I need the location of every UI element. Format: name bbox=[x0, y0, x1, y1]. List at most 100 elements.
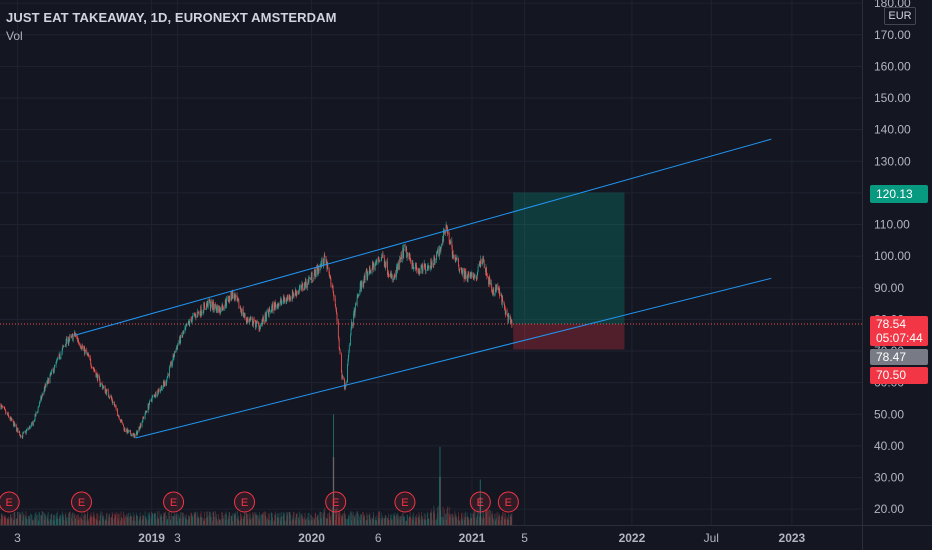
volume-bar bbox=[399, 519, 401, 525]
price-axis[interactable]: 20.0030.0040.0050.0060.0070.0080.0090.00… bbox=[862, 0, 912, 550]
candle-body bbox=[199, 313, 201, 316]
volume-bar bbox=[210, 512, 212, 525]
candle-body bbox=[353, 309, 355, 314]
candle-body bbox=[230, 291, 232, 300]
volume-bar bbox=[203, 520, 205, 525]
candle-body bbox=[446, 224, 447, 228]
candle-body bbox=[169, 365, 171, 367]
volume-bar bbox=[74, 513, 76, 525]
volume-bar bbox=[41, 511, 43, 525]
volume-bar bbox=[381, 518, 383, 525]
volume-bar bbox=[385, 516, 387, 525]
candle-body bbox=[305, 278, 306, 288]
volume-bar bbox=[394, 515, 395, 525]
volume-bar bbox=[408, 518, 410, 525]
candle-body bbox=[298, 288, 300, 293]
volume-bar bbox=[230, 516, 232, 525]
volume-bar bbox=[49, 519, 51, 525]
price-tick-label: 160.00 bbox=[874, 59, 911, 73]
volume-bar bbox=[443, 516, 444, 525]
volume-bar bbox=[503, 512, 505, 525]
volume-bar bbox=[176, 512, 178, 525]
candle-body bbox=[342, 375, 344, 377]
candle-body bbox=[120, 421, 122, 423]
volume-bar bbox=[431, 519, 433, 525]
volume-bar bbox=[284, 512, 285, 525]
volume-bar bbox=[501, 515, 503, 525]
candle-body bbox=[382, 254, 384, 258]
trend-channel-lines[interactable] bbox=[74, 138, 772, 439]
candle-body bbox=[203, 303, 205, 305]
volume-bar bbox=[440, 516, 442, 525]
candle-body bbox=[207, 301, 209, 308]
candle-body bbox=[391, 275, 393, 277]
volume-bar bbox=[115, 511, 117, 525]
long-position-zones[interactable] bbox=[0, 192, 862, 350]
candle-body bbox=[433, 257, 435, 260]
candle-body bbox=[131, 434, 132, 437]
volume-bar bbox=[198, 516, 199, 525]
candle-body bbox=[347, 359, 349, 366]
volume-bar bbox=[265, 516, 267, 525]
volume-bar bbox=[144, 511, 146, 525]
volume-bar bbox=[46, 516, 48, 525]
volume-bar bbox=[281, 511, 283, 525]
volume-bar bbox=[325, 517, 327, 525]
volume-bar bbox=[7, 519, 9, 525]
volume-bar bbox=[510, 513, 512, 525]
volume-bar bbox=[169, 511, 170, 525]
candle-body bbox=[123, 424, 124, 427]
volume-bar bbox=[7, 517, 9, 525]
candle-body bbox=[124, 431, 126, 432]
volume-bar bbox=[25, 511, 27, 525]
volume-bar bbox=[241, 514, 242, 525]
volume-bar bbox=[46, 518, 48, 525]
candle-body bbox=[436, 250, 438, 254]
candle-body bbox=[39, 402, 40, 406]
volume-bar bbox=[170, 519, 171, 525]
volume-bar bbox=[437, 505, 439, 525]
candle-body bbox=[353, 313, 355, 326]
candle-body bbox=[17, 428, 19, 433]
volume-bar bbox=[347, 519, 349, 525]
candle-body bbox=[25, 430, 27, 434]
volume-bar bbox=[509, 514, 511, 525]
volume-bar bbox=[437, 512, 439, 525]
volume-bar bbox=[436, 507, 438, 525]
candle-body bbox=[106, 389, 107, 394]
candle-body bbox=[428, 266, 429, 268]
candle-body bbox=[356, 297, 358, 305]
candle-body bbox=[451, 246, 453, 256]
candle-body bbox=[371, 268, 373, 273]
volume-bar bbox=[394, 512, 396, 525]
volume-bar bbox=[506, 516, 508, 525]
volume-bar bbox=[59, 518, 61, 525]
candle-body bbox=[157, 390, 159, 395]
volume-bar bbox=[507, 513, 509, 525]
volume-bar bbox=[357, 520, 359, 525]
candle-body bbox=[302, 288, 304, 291]
volume-bar bbox=[246, 514, 248, 525]
candle-body bbox=[259, 325, 261, 330]
volume-bar bbox=[155, 519, 157, 525]
candle-body bbox=[474, 275, 476, 277]
candle-body bbox=[215, 307, 217, 311]
candle-body bbox=[482, 256, 484, 261]
volume-bar bbox=[128, 512, 129, 525]
volume-bar bbox=[28, 515, 29, 525]
currency-label[interactable]: EUR bbox=[884, 7, 916, 25]
candle-body bbox=[262, 317, 264, 325]
candle-body bbox=[323, 263, 324, 267]
volume-bar bbox=[418, 515, 420, 525]
earnings-marker-label: E bbox=[241, 497, 248, 509]
volume-bar bbox=[215, 511, 217, 525]
time-axis[interactable]: 3 2019 3 2020 6 2021 5 2022 Jul 2023 bbox=[0, 525, 932, 546]
candle-body bbox=[47, 378, 49, 379]
volume-bar bbox=[65, 512, 67, 525]
candle-body bbox=[89, 356, 91, 358]
candle-body bbox=[241, 310, 242, 315]
candle-body bbox=[90, 364, 92, 367]
candle-body bbox=[445, 230, 447, 234]
volume-bar bbox=[318, 519, 319, 525]
